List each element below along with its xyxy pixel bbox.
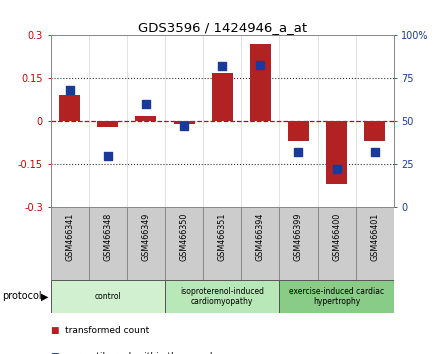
- Bar: [356, 207, 394, 280]
- Text: GSM466399: GSM466399: [294, 213, 303, 261]
- Bar: [97, 121, 118, 127]
- Bar: [51, 207, 89, 280]
- Bar: [288, 121, 309, 141]
- Text: GSM466394: GSM466394: [256, 213, 265, 261]
- Text: GSM466401: GSM466401: [370, 213, 379, 261]
- Text: protocol: protocol: [2, 291, 42, 302]
- Bar: [364, 121, 385, 141]
- Text: exercise-induced cardiac
hypertrophy: exercise-induced cardiac hypertrophy: [289, 287, 384, 306]
- Point: [104, 153, 111, 159]
- Text: ■: ■: [51, 326, 59, 336]
- Text: ■: ■: [51, 352, 59, 354]
- Bar: [279, 280, 394, 313]
- Point: [257, 62, 264, 67]
- Bar: [250, 44, 271, 121]
- Text: GSM466351: GSM466351: [218, 213, 227, 261]
- Bar: [165, 207, 203, 280]
- Point: [295, 149, 302, 155]
- Bar: [279, 207, 318, 280]
- Text: percentile rank within the sample: percentile rank within the sample: [65, 352, 218, 354]
- Bar: [174, 121, 194, 124]
- Bar: [241, 207, 279, 280]
- Text: GSM466400: GSM466400: [332, 213, 341, 261]
- Text: GSM466348: GSM466348: [103, 213, 112, 261]
- Text: GSM466350: GSM466350: [180, 213, 189, 261]
- Bar: [318, 207, 356, 280]
- Bar: [127, 207, 165, 280]
- Bar: [51, 280, 165, 313]
- Text: ▶: ▶: [40, 291, 48, 302]
- Text: control: control: [95, 292, 121, 301]
- Text: GSM466349: GSM466349: [141, 213, 150, 261]
- Bar: [89, 207, 127, 280]
- Point: [219, 63, 226, 69]
- Bar: [203, 207, 241, 280]
- Text: transformed count: transformed count: [65, 326, 149, 336]
- Point: [180, 124, 187, 129]
- Bar: [212, 73, 233, 121]
- Bar: [165, 280, 279, 313]
- Bar: [59, 96, 80, 121]
- Bar: [326, 121, 347, 184]
- Bar: [136, 115, 157, 121]
- Text: GSM466341: GSM466341: [65, 213, 74, 261]
- Point: [66, 87, 73, 93]
- Point: [333, 166, 340, 172]
- Title: GDS3596 / 1424946_a_at: GDS3596 / 1424946_a_at: [138, 21, 307, 34]
- Point: [143, 101, 150, 107]
- Text: isoproterenol-induced
cardiomyopathy: isoproterenol-induced cardiomyopathy: [180, 287, 264, 306]
- Point: [371, 149, 378, 155]
